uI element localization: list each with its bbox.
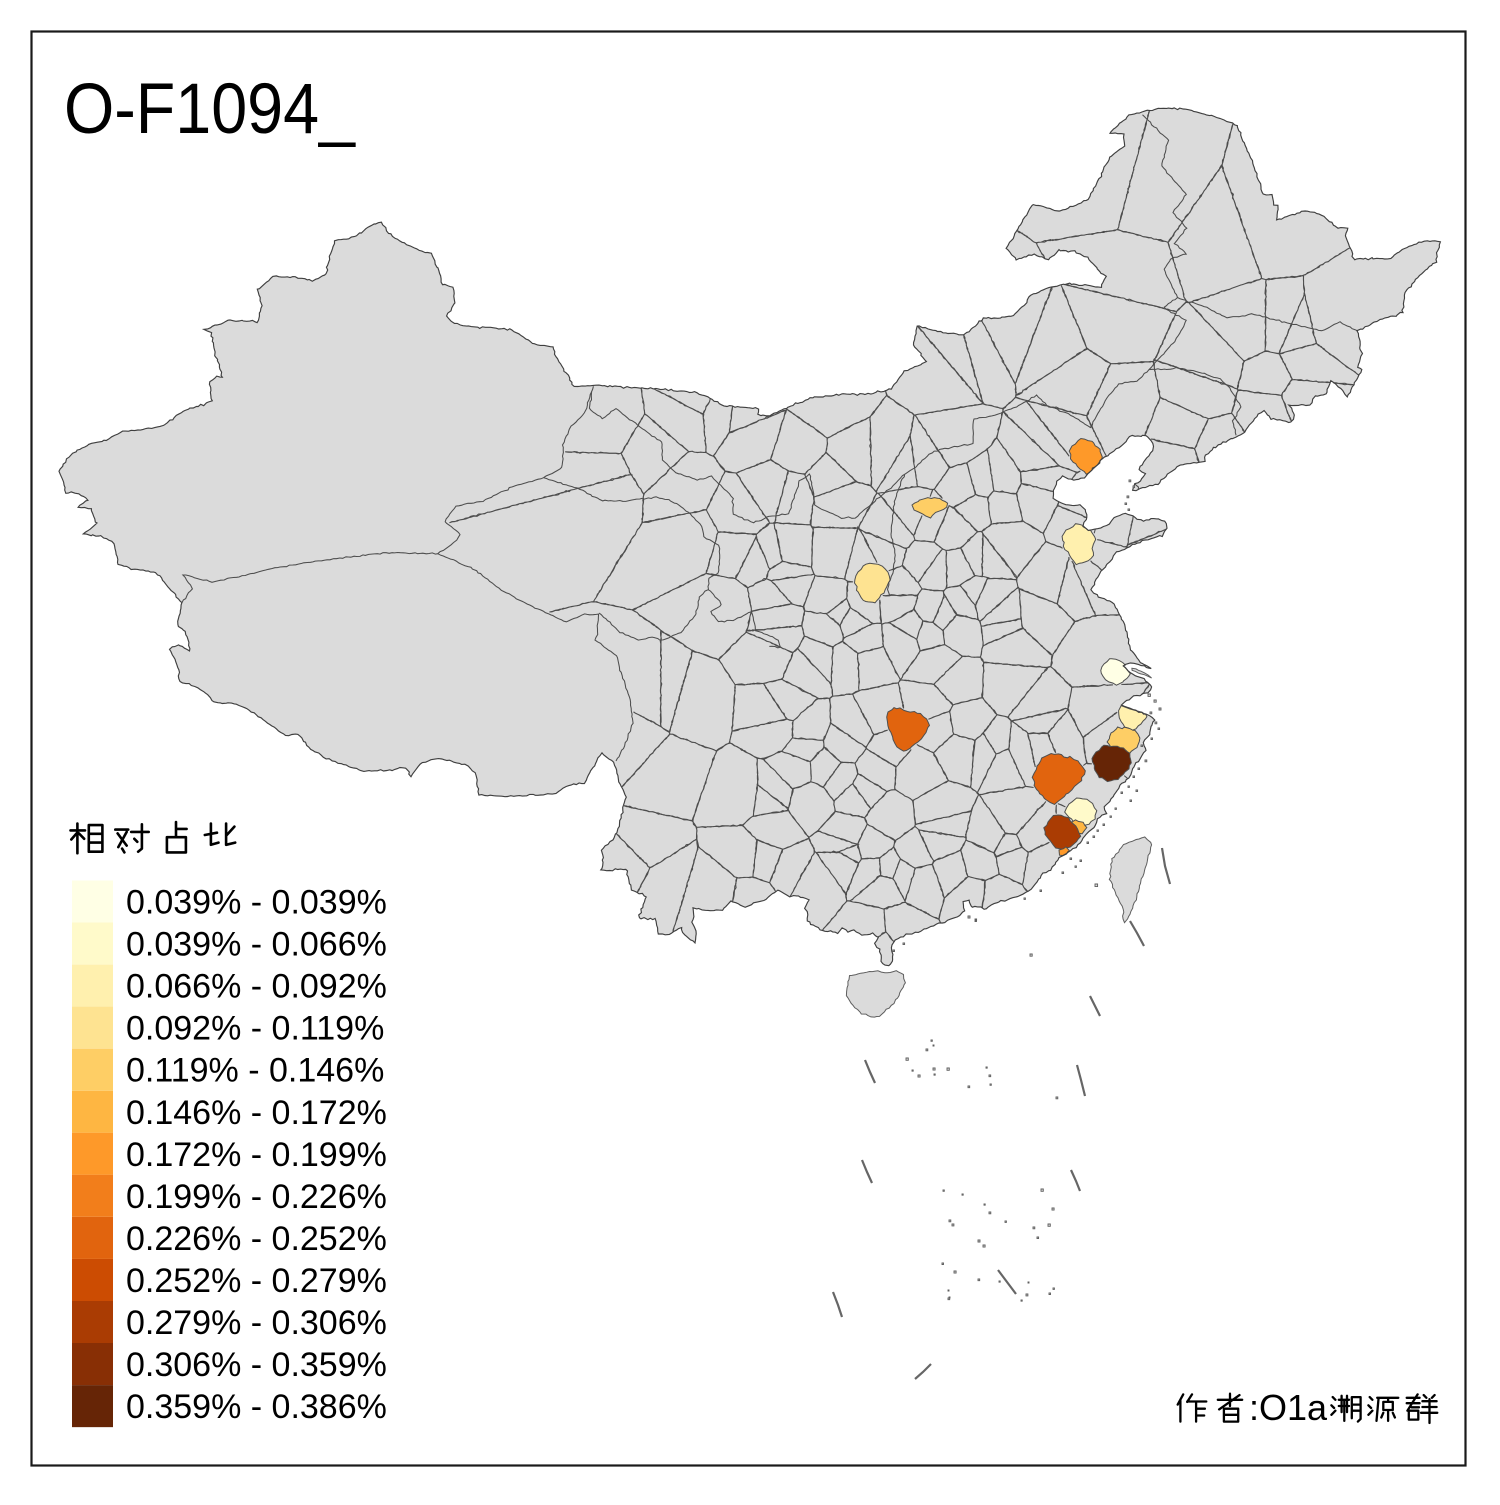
svg-text:0.359% - 0.386%: 0.359% - 0.386% bbox=[126, 1388, 387, 1426]
svg-text:0.199% - 0.226%: 0.199% - 0.226% bbox=[126, 1178, 387, 1216]
svg-text:0.039% - 0.066%: 0.039% - 0.066% bbox=[126, 926, 387, 964]
svg-text:0.039% - 0.039%: 0.039% - 0.039% bbox=[126, 884, 387, 922]
svg-text:0.092% - 0.119%: 0.092% - 0.119% bbox=[126, 1010, 384, 1048]
svg-text:0.119% - 0.146%: 0.119% - 0.146% bbox=[126, 1052, 384, 1090]
svg-text:0.226% - 0.252%: 0.226% - 0.252% bbox=[126, 1220, 387, 1258]
svg-text:O-F1094_: O-F1094_ bbox=[64, 70, 356, 149]
svg-text:0.279% - 0.306%: 0.279% - 0.306% bbox=[126, 1304, 387, 1342]
svg-text:0.306% - 0.359%: 0.306% - 0.359% bbox=[126, 1346, 387, 1384]
svg-text:0.146% - 0.172%: 0.146% - 0.172% bbox=[126, 1094, 387, 1132]
svg-text::O1a: :O1a bbox=[1249, 1387, 1328, 1428]
svg-text:0.172% - 0.199%: 0.172% - 0.199% bbox=[126, 1136, 387, 1174]
svg-text:0.252% - 0.279%: 0.252% - 0.279% bbox=[126, 1262, 387, 1300]
svg-text:0.066% - 0.092%: 0.066% - 0.092% bbox=[126, 968, 387, 1006]
